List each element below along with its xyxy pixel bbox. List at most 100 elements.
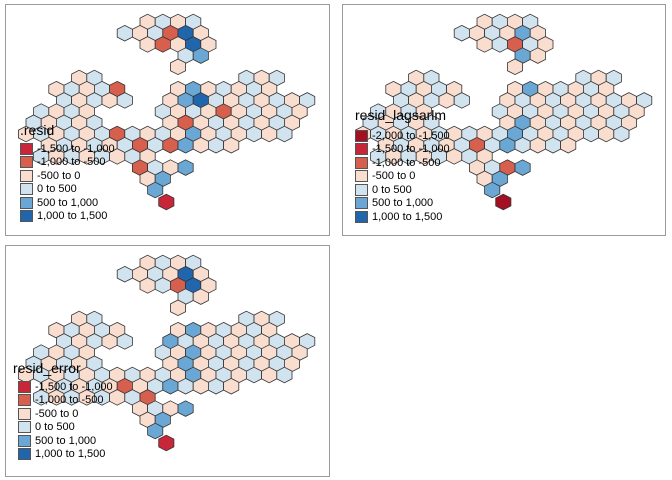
legend-swatch bbox=[20, 196, 33, 209]
legend-swatch bbox=[20, 156, 33, 168]
legend-item: -1,500 to -1,000 bbox=[20, 142, 115, 155]
hex-cell bbox=[453, 92, 470, 109]
legend-item: 500 to 1,000 bbox=[20, 196, 98, 209]
hex-cell bbox=[147, 422, 164, 440]
hex-cell bbox=[147, 181, 164, 199]
hex-cell bbox=[169, 299, 187, 317]
legend-label: 1,000 to 1,500 bbox=[372, 210, 443, 223]
legend-item: 500 to 1,000 bbox=[355, 197, 433, 210]
hex-cell bbox=[177, 377, 194, 395]
legend-label: -1,500 to -1,000 bbox=[35, 380, 113, 393]
hex-cell bbox=[192, 377, 209, 395]
hex-cell bbox=[223, 136, 240, 154]
legend-label: 1,000 to 1,500 bbox=[37, 210, 108, 222]
legend-item: -1,500 to -1,000 bbox=[355, 143, 450, 156]
map-panel-resid-lagsarlm: resid_lagsarlm -2,000 to -1,500 -1,500 to… bbox=[342, 4, 666, 236]
legend-swatch bbox=[20, 169, 33, 182]
legend-label: 0 to 500 bbox=[37, 183, 77, 195]
hex-cell bbox=[499, 136, 516, 154]
legend-item: -500 to 0 bbox=[18, 407, 78, 420]
legend-swatch bbox=[20, 142, 33, 155]
legend-swatch bbox=[18, 380, 31, 393]
legend-label: -1,000 to -500 bbox=[35, 394, 104, 406]
legend-title-resid: .resid bbox=[20, 122, 55, 138]
hex-cell bbox=[506, 58, 524, 76]
hex-cell bbox=[116, 265, 133, 283]
legend-swatch bbox=[355, 170, 368, 182]
legend-title-resid-error: resid_error bbox=[13, 360, 81, 376]
legend-swatch bbox=[355, 183, 368, 196]
legend-swatch bbox=[355, 156, 368, 169]
legend-title-resid-lagsarlm: resid_lagsarlm bbox=[355, 107, 447, 123]
hex-cell bbox=[116, 333, 133, 350]
legend-label: 500 to 1,000 bbox=[35, 434, 97, 447]
hex-cell bbox=[613, 125, 630, 143]
map-panel-resid-error: resid_error -1,500 to -1,000 -1,000 to -5… bbox=[5, 245, 330, 477]
hex-cell bbox=[484, 181, 501, 199]
legend-item: 500 to 1,000 bbox=[18, 434, 96, 447]
legend-item: 1,000 to 1,500 bbox=[20, 210, 107, 223]
hex-cell bbox=[154, 277, 171, 294]
hex-cell bbox=[101, 333, 118, 350]
hex-cell bbox=[544, 136, 562, 154]
legend-item: -2,000 to -1,500 bbox=[355, 129, 450, 142]
hex-cell bbox=[162, 377, 179, 395]
hex-cell bbox=[261, 125, 278, 143]
hex-cell bbox=[598, 125, 615, 143]
legend-swatch bbox=[18, 448, 31, 460]
hex-cell bbox=[177, 400, 194, 417]
hex-cell bbox=[154, 36, 171, 53]
legend-label: -2,000 to -1,500 bbox=[372, 129, 450, 142]
map-panel-resid: .resid -1,500 to -1,000 -1,000 to -500 -50… bbox=[5, 4, 330, 236]
hex-cell bbox=[139, 277, 156, 294]
hex-cell bbox=[207, 377, 225, 395]
hex-cell-south-tip bbox=[158, 193, 175, 211]
legend-item: 0 to 500 bbox=[355, 183, 412, 196]
legend-item: 0 to 500 bbox=[18, 421, 75, 434]
legend-swatch bbox=[355, 129, 368, 142]
legend-swatch bbox=[18, 407, 31, 420]
legend-item: 0 to 500 bbox=[20, 183, 77, 196]
hex-cell bbox=[139, 36, 156, 53]
legend-item: 1,000 to 1,500 bbox=[355, 210, 442, 223]
legend-label: 0 to 500 bbox=[35, 421, 75, 433]
hex-cell bbox=[491, 36, 508, 53]
legend-label: -1,000 to -500 bbox=[372, 156, 441, 169]
legend-label: 500 to 1,000 bbox=[372, 197, 434, 209]
hex-cell bbox=[101, 92, 118, 109]
hex-cell bbox=[514, 159, 531, 176]
legend-item: -500 to 0 bbox=[355, 170, 415, 183]
hex-cell bbox=[560, 136, 577, 154]
hex-cell bbox=[192, 136, 209, 154]
hex-cell bbox=[245, 366, 263, 384]
legend-swatch bbox=[18, 434, 31, 447]
hex-cell bbox=[261, 366, 278, 384]
hex-cell bbox=[438, 92, 455, 109]
legend-label: -1,500 to -1,000 bbox=[37, 142, 115, 155]
legend-swatch bbox=[20, 183, 33, 195]
hex-cell bbox=[192, 47, 209, 64]
legend-label: -500 to 0 bbox=[372, 170, 416, 182]
hex-map-resid bbox=[17, 13, 316, 211]
hex-cell bbox=[276, 366, 293, 384]
legend-item: -1,000 to -500 bbox=[20, 156, 106, 169]
hex-map-resid-error bbox=[17, 254, 316, 452]
hex-cell bbox=[177, 159, 194, 176]
hex-map-resid-lagsarlm bbox=[354, 13, 653, 211]
legend-label: -500 to 0 bbox=[37, 169, 81, 182]
hex-cell bbox=[162, 136, 179, 154]
legend-label: -500 to 0 bbox=[35, 407, 79, 420]
hex-cell-south-tip bbox=[158, 434, 175, 452]
hex-cell bbox=[192, 288, 209, 305]
hex-cell bbox=[116, 92, 133, 109]
hex-cell bbox=[529, 136, 546, 154]
legend-item: -500 to 0 bbox=[20, 169, 80, 182]
legend-swatch bbox=[18, 394, 31, 406]
legend-label: 0 to 500 bbox=[372, 183, 412, 196]
legend-item: -1,500 to -1,000 bbox=[18, 380, 113, 393]
legend-label: 1,000 to 1,500 bbox=[35, 448, 106, 460]
hex-cell bbox=[116, 24, 133, 42]
hex-cell bbox=[582, 125, 600, 143]
legend-swatch bbox=[355, 143, 368, 155]
hex-cell bbox=[453, 24, 470, 42]
